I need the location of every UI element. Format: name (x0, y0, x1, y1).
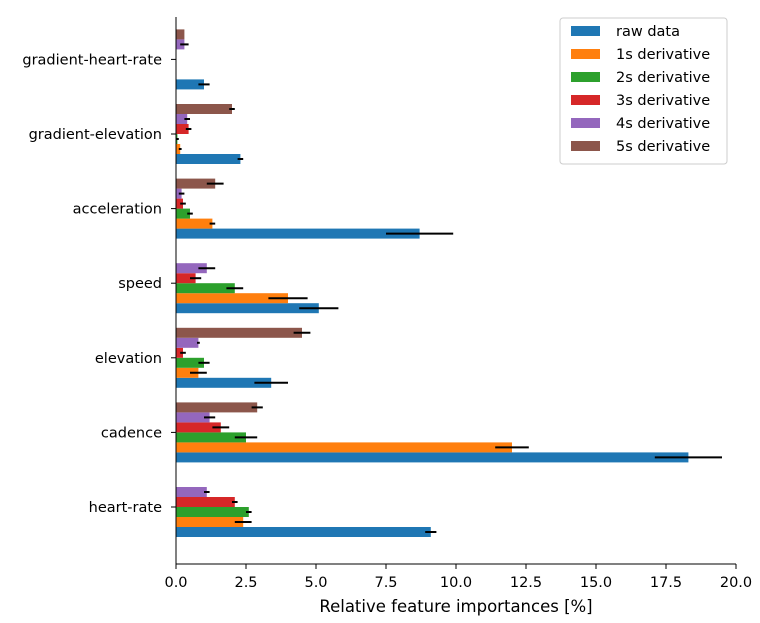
bar-gradient-heart-rate-5s-derivative (176, 29, 185, 40)
legend-label-4s-derivative: 4s derivative (616, 116, 710, 132)
x-tick-label: 17.5 (650, 575, 682, 591)
bar-cadence-1s-derivative (176, 442, 512, 453)
bar-gradient-heart-rate-raw-data (176, 79, 204, 90)
legend-label-1s-derivative: 1s derivative (616, 47, 710, 63)
bar-cadence-raw-data (176, 452, 689, 463)
bar-elevation-4s-derivative (176, 337, 199, 348)
bar-elevation-1s-derivative (176, 367, 199, 378)
legend-frame (559, 17, 728, 165)
bar-gradient-elevation-raw-data (176, 154, 241, 164)
bar-heart-rate-1s-derivative (176, 517, 244, 527)
bar-gradient-elevation-5s-derivative (176, 104, 232, 114)
y-tick-label-speed: speed (118, 276, 162, 292)
bar-elevation-2s-derivative (176, 357, 204, 368)
bar-acceleration-2s-derivative (176, 208, 190, 219)
bar-heart-rate-3s-derivative (176, 497, 235, 507)
legend-swatch-5s-derivative (571, 141, 600, 151)
bar-speed-4s-derivative (176, 263, 207, 274)
bar-heart-rate-raw-data (176, 527, 431, 537)
bar-cadence-5s-derivative (176, 402, 258, 413)
x-tick-label: 2.5 (234, 575, 257, 591)
bars-layer (176, 29, 689, 537)
legend-label-raw-data: raw data (616, 24, 680, 40)
x-tick-label: 15.0 (580, 575, 612, 591)
bar-heart-rate-4s-derivative (176, 487, 207, 497)
bar-speed-1s-derivative (176, 293, 288, 304)
bar-gradient-elevation-4s-derivative (176, 114, 188, 124)
bar-acceleration-3s-derivative (176, 198, 183, 209)
bar-elevation-5s-derivative (176, 327, 302, 338)
bar-speed-3s-derivative (176, 273, 196, 284)
legend-label-5s-derivative: 5s derivative (616, 139, 710, 155)
x-tick-label: 7.5 (374, 575, 397, 591)
legend-swatch-1s-derivative (571, 49, 600, 59)
legend-swatch-4s-derivative (571, 118, 600, 128)
y-tick-label-cadence: cadence (101, 425, 162, 441)
bar-gradient-elevation-1s-derivative (176, 144, 181, 154)
y-tick-label-gradient-heart-rate: gradient-heart-rate (22, 52, 162, 68)
bar-elevation-3s-derivative (176, 347, 183, 358)
bar-heart-rate-2s-derivative (176, 507, 249, 517)
bar-cadence-4s-derivative (176, 412, 210, 423)
bar-elevation-raw-data (176, 377, 272, 388)
bar-cadence-2s-derivative (176, 432, 246, 443)
legend-label-2s-derivative: 2s derivative (616, 70, 710, 86)
legend-swatch-raw-data (571, 26, 600, 36)
y-tick-label-gradient-elevation: gradient-elevation (29, 127, 162, 143)
legend-swatch-2s-derivative (571, 72, 600, 82)
x-tick-label: 5.0 (304, 575, 327, 591)
x-tick-label: 12.5 (510, 575, 542, 591)
error-bars-layer (176, 43, 722, 533)
x-tick-label: 10.0 (440, 575, 472, 591)
bar-acceleration-raw-data (176, 228, 420, 239)
y-tick-label-heart-rate: heart-rate (89, 500, 162, 516)
y-tick-label-acceleration: acceleration (73, 202, 162, 218)
bar-acceleration-5s-derivative (176, 178, 216, 189)
y-tick-label-elevation: elevation (95, 351, 162, 367)
y-ticks: heart-rate cadence elevation speed accelerat… (22, 52, 176, 516)
legend: raw data 1s derivative 2s derivative 3s der… (559, 17, 728, 165)
bar-acceleration-1s-derivative (176, 218, 213, 229)
x-tick-label: 20.0 (720, 575, 752, 591)
x-tick-label: 0.0 (164, 575, 187, 591)
x-ticks: 0.0 2.5 5.0 7.5 10.0 12.5 15.0 17.5 20.0 (164, 564, 752, 591)
bar-gradient-elevation-3s-derivative (176, 124, 189, 134)
bar-cadence-3s-derivative (176, 422, 221, 433)
legend-label-3s-derivative: 3s derivative (616, 93, 710, 109)
x-axis-label: Relative feature importances [%] (319, 597, 592, 616)
bar-speed-2s-derivative (176, 283, 235, 294)
bar-speed-raw-data (176, 303, 319, 314)
legend-swatch-3s-derivative (571, 95, 600, 105)
